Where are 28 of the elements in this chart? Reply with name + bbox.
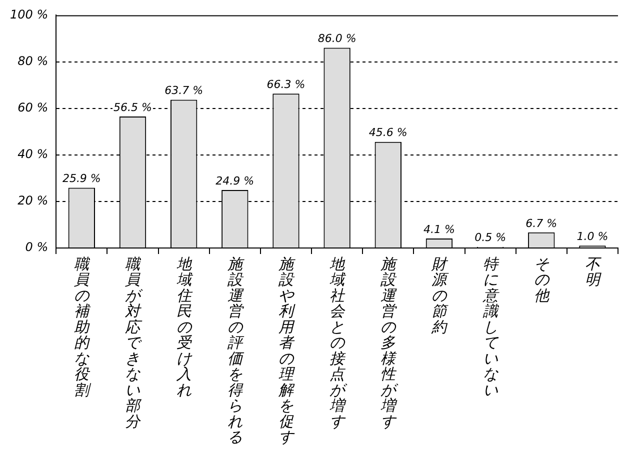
category-label: 施設運営の多様性が増す: [380, 254, 396, 430]
data-label: 4.1 %: [423, 222, 455, 236]
data-label: 1.0 %: [576, 230, 608, 244]
y-tick-label: 80 %: [18, 54, 48, 68]
data-label: 24.9 %: [216, 174, 254, 188]
category-label: 職員が対応できない部分: [125, 254, 140, 430]
y-tick-label: 20 %: [18, 194, 48, 208]
x-tick-label: 不明: [584, 254, 602, 289]
data-label: 63.7 %: [164, 84, 204, 98]
category-label: 地域住民の受け入れ: [176, 254, 192, 399]
data-label: 0.5 %: [474, 231, 506, 244]
y-tick-label: 40 %: [18, 147, 48, 162]
x-tick-label: その他: [534, 254, 551, 304]
category-label: 地域社会との接点が増す: [330, 254, 345, 430]
category-label: 特に意識していない: [482, 254, 498, 399]
category-label: 施設や利用者の理解を促す: [278, 254, 294, 446]
data-label: 25.9 %: [62, 172, 101, 186]
data-label: 56.5 %: [114, 100, 152, 114]
data-label: 6.7 %: [526, 216, 558, 230]
y-tick-label: 60 %: [18, 100, 48, 114]
y-tick-label: 100 %: [10, 7, 48, 22]
data-label: 66.3 %: [266, 78, 306, 92]
data-label: 86.0 %: [318, 32, 356, 46]
category-label: 職員の補助的な役割: [74, 254, 90, 399]
x-tick-label: 財源の節約: [430, 254, 450, 336]
y-tick-label: 0 %: [25, 240, 48, 254]
data-label: 45.6 %: [368, 126, 408, 140]
category-label: 施設運営の評価を得られる: [227, 254, 242, 446]
